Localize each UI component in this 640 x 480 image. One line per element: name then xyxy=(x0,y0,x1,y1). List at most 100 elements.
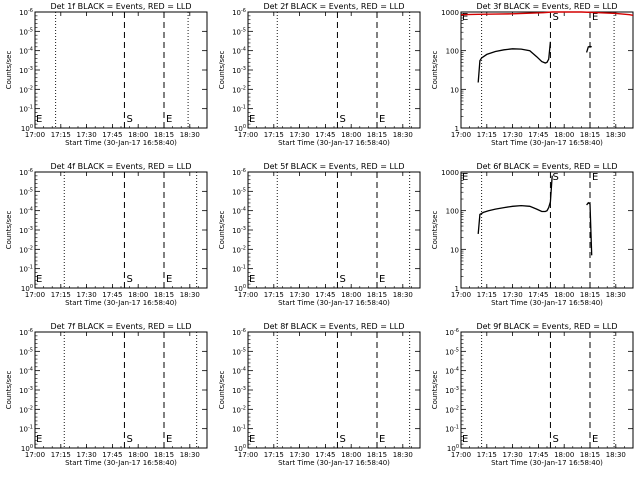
detector-panel-2: Det 2f BLACK = Events, RED = LLD 17:00 17:… xyxy=(218,2,421,147)
end-marker-label: E xyxy=(379,114,385,125)
x-tick-label: 17:45 xyxy=(528,451,548,459)
events-series-1 xyxy=(586,201,593,256)
detector-panel-8: Det 8f BLACK = Events, RED = LLD 17:00 17:… xyxy=(218,322,421,467)
y-tick-label: 100 xyxy=(446,48,459,56)
panel-title: Det 2f BLACK = Events, RED = LLD xyxy=(263,2,404,11)
x-tick-label: 17:30 xyxy=(503,451,523,459)
x-tick-label: 17:45 xyxy=(315,131,335,139)
y-tick-label: 10-5 xyxy=(232,187,246,196)
x-tick-label: 18:30 xyxy=(393,131,413,139)
x-axis-footer: Start Time (30-Jan-17 16:58:40) xyxy=(65,299,177,307)
start-marker-label: S xyxy=(126,114,132,125)
y-tick-label: 10-2 xyxy=(19,405,33,414)
y-tick-label: 10-5 xyxy=(445,347,459,356)
start-marker-label: S xyxy=(339,114,345,125)
x-tick-label: 17:15 xyxy=(51,131,71,139)
x-tick-label: 18:00 xyxy=(554,291,574,299)
x-tick-label: 18:15 xyxy=(367,131,387,139)
start-marker-label: S xyxy=(126,434,132,445)
x-tick-label: 17:00 xyxy=(238,451,258,459)
x-tick-label: 18:30 xyxy=(180,131,200,139)
x-tick-label: 18:00 xyxy=(128,451,148,459)
y-tick-label: 10-6 xyxy=(232,8,246,17)
y-tick-label: 1000 xyxy=(441,9,459,17)
x-tick-label: 17:15 xyxy=(264,451,284,459)
x-tick-label: 18:30 xyxy=(606,291,626,299)
x-tick-label: 17:30 xyxy=(290,131,310,139)
events-series-1 xyxy=(585,45,592,53)
y-tick-label: 10-2 xyxy=(445,405,459,414)
detector-panel-1: Det 1f BLACK = Events, RED = LLD 17:00 17:… xyxy=(5,2,208,147)
events-series-0 xyxy=(477,41,552,83)
x-tick-label: 18:00 xyxy=(128,131,148,139)
y-tick-label: 10-6 xyxy=(232,328,246,337)
x-tick-label: 18:00 xyxy=(554,451,574,459)
y-tick-label: 10-5 xyxy=(232,27,246,36)
y-tick-label: 10-6 xyxy=(232,168,246,177)
y-axis-label: Counts/sec xyxy=(218,211,226,250)
x-tick-label: 17:15 xyxy=(477,451,497,459)
detector-panel-3: Det 3f BLACK = Events, RED = LLD 17:00 17:… xyxy=(431,2,634,147)
y-tick-label: 100 xyxy=(21,444,33,453)
y-tick-label: 10-4 xyxy=(232,207,246,216)
panel-title: Det 1f BLACK = Events, RED = LLD xyxy=(50,2,191,11)
y-tick-label: 10-1 xyxy=(445,425,459,434)
x-tick-label: 17:00 xyxy=(25,451,45,459)
x-tick-label: 18:15 xyxy=(367,291,387,299)
panel-title: Det 8f BLACK = Events, RED = LLD xyxy=(263,322,404,331)
x-tick-label: 18:15 xyxy=(367,451,387,459)
panel-title: Det 5f BLACK = Events, RED = LLD xyxy=(263,162,404,171)
start-marker-label: S xyxy=(552,12,558,23)
y-tick-label: 10-1 xyxy=(19,265,33,274)
y-tick-label: 10-3 xyxy=(232,386,246,395)
x-tick-label: 17:30 xyxy=(290,451,310,459)
x-tick-label: 18:00 xyxy=(128,291,148,299)
y-axis-label: Counts/sec xyxy=(5,211,13,250)
y-axis-label: Counts/sec xyxy=(5,51,13,90)
y-tick-label: 10-5 xyxy=(19,347,33,356)
x-tick-label: 17:00 xyxy=(238,291,258,299)
y-tick-label: 10-5 xyxy=(19,187,33,196)
detector-panel-9: Det 9f BLACK = Events, RED = LLD 17:00 17:… xyxy=(431,322,634,467)
x-tick-label: 17:00 xyxy=(451,291,471,299)
y-tick-label: 1 xyxy=(455,285,459,293)
events-series-0 xyxy=(477,175,553,234)
x-tick-label: 18:30 xyxy=(393,291,413,299)
plot-frame xyxy=(34,11,208,129)
x-tick-label: 17:00 xyxy=(238,131,258,139)
x-tick-label: 17:00 xyxy=(25,131,45,139)
y-tick-label: 10-1 xyxy=(232,265,246,274)
x-tick-label: 17:45 xyxy=(102,131,122,139)
left-edge-marker-label: E xyxy=(462,12,468,23)
y-tick-label: 10-3 xyxy=(19,386,33,395)
x-tick-label: 18:30 xyxy=(606,451,626,459)
x-tick-label: 18:30 xyxy=(180,291,200,299)
x-tick-label: 18:30 xyxy=(606,131,626,139)
y-tick-label: 10-2 xyxy=(19,245,33,254)
plot-frame xyxy=(247,171,421,289)
y-tick-label: 10-6 xyxy=(445,328,459,337)
y-tick-label: 10-3 xyxy=(232,226,246,235)
start-marker-label: S xyxy=(552,434,558,445)
x-tick-label: 17:15 xyxy=(264,131,284,139)
x-tick-label: 17:45 xyxy=(315,291,335,299)
x-axis-footer: Start Time (30-Jan-17 16:58:40) xyxy=(65,459,177,467)
end-marker-label: E xyxy=(379,434,385,445)
x-tick-label: 17:45 xyxy=(102,291,122,299)
x-tick-label: 18:00 xyxy=(341,451,361,459)
x-tick-label: 17:45 xyxy=(528,131,548,139)
y-axis-label: Counts/sec xyxy=(431,211,439,250)
panel-title: Det 4f BLACK = Events, RED = LLD xyxy=(50,162,191,171)
lld-series-2 xyxy=(460,11,634,16)
x-tick-label: 17:00 xyxy=(25,291,45,299)
x-tick-label: 18:15 xyxy=(154,291,174,299)
y-tick-label: 10-5 xyxy=(19,27,33,36)
y-tick-label: 10-4 xyxy=(19,47,33,56)
y-tick-label: 1 xyxy=(455,125,459,133)
left-edge-marker-label: E xyxy=(249,434,255,445)
x-tick-label: 17:45 xyxy=(315,451,335,459)
y-tick-label: 10-3 xyxy=(19,226,33,235)
detector-panel-7: Det 7f BLACK = Events, RED = LLD 17:00 17:… xyxy=(5,322,208,467)
x-tick-label: 17:45 xyxy=(102,451,122,459)
y-tick-label: 10-4 xyxy=(232,367,246,376)
